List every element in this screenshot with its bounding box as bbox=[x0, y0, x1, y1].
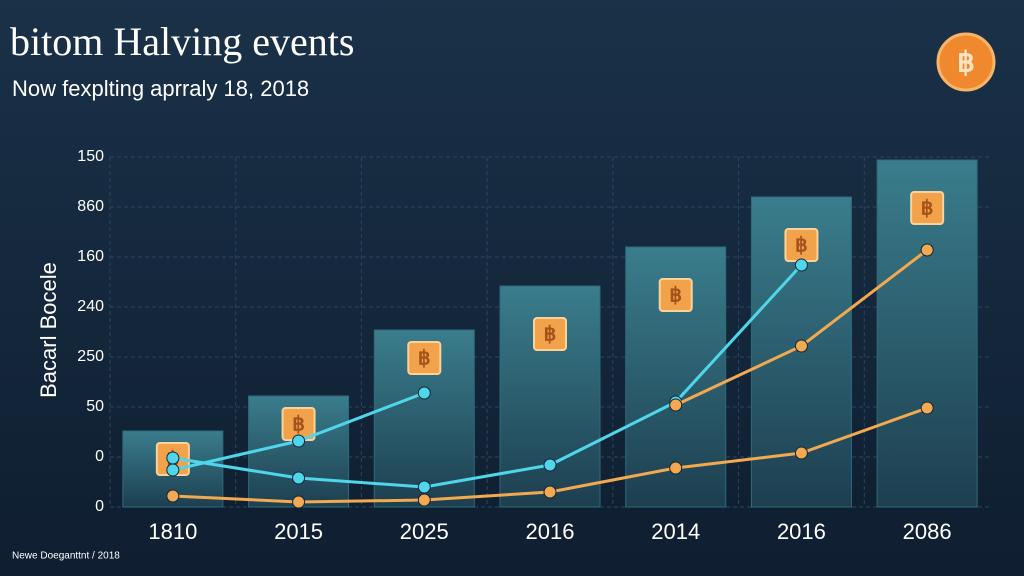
y-tick-label: 860 bbox=[77, 198, 104, 215]
badge bbox=[533, 317, 567, 351]
badge bbox=[658, 278, 693, 312]
line-point bbox=[794, 258, 808, 272]
y-axis-label: Bacarl Bocele bbox=[36, 262, 61, 398]
line bbox=[172, 263, 803, 489]
badge-symbol: ฿ bbox=[669, 284, 682, 306]
y-tick-label: 160 bbox=[77, 248, 104, 265]
x-tick-label: 2016 bbox=[777, 519, 826, 544]
bitcoin-badge: ฿ bbox=[910, 191, 945, 225]
line-point bbox=[794, 446, 808, 460]
x-tick-label: 2014 bbox=[651, 519, 700, 544]
y-tick-label: 150 bbox=[77, 148, 104, 165]
y-tick-label: 50 bbox=[86, 398, 104, 415]
line-point bbox=[417, 386, 431, 400]
bitcoin-badge: ฿ bbox=[281, 407, 316, 441]
bitcoin-badge: ฿ bbox=[407, 341, 442, 375]
x-tick-label: 2086 bbox=[903, 519, 952, 544]
y-tick-label: 0 bbox=[95, 448, 104, 465]
badge-symbol: ฿ bbox=[418, 347, 431, 369]
x-tick-label: 2016 bbox=[526, 519, 575, 544]
x-tick-label: 2025 bbox=[400, 519, 449, 544]
y-tick-label: 240 bbox=[77, 298, 104, 315]
footer: Newe Doeganttnt / 2018 bbox=[12, 551, 120, 562]
chart-title: bitom Halving events bbox=[10, 19, 354, 64]
line-point bbox=[292, 471, 306, 485]
bitcoin-badge: ฿ bbox=[658, 278, 693, 312]
line-point bbox=[166, 451, 180, 465]
line-point bbox=[794, 339, 808, 353]
bitcoin-badge: ฿ bbox=[784, 228, 819, 262]
line-point bbox=[417, 493, 431, 507]
badge-symbol: ฿ bbox=[292, 413, 305, 435]
y-tick-label: 0 bbox=[95, 498, 104, 515]
line-point bbox=[292, 434, 306, 448]
bitcoin-logo: ฿ bbox=[936, 32, 996, 92]
svg-text:฿: ฿ bbox=[957, 46, 975, 77]
line-point bbox=[669, 461, 683, 475]
badge-symbol: ฿ bbox=[544, 323, 557, 345]
badge bbox=[910, 191, 945, 225]
line-point bbox=[920, 401, 934, 415]
badge bbox=[407, 341, 442, 375]
x-tick-label: 1810 bbox=[148, 519, 197, 544]
x-tick-label: 2015 bbox=[274, 519, 323, 544]
line-point bbox=[417, 480, 431, 494]
line-point bbox=[543, 458, 557, 472]
chart-subtitle: Now fexplting aprraly 18, 2018 bbox=[12, 76, 309, 101]
line-point bbox=[543, 485, 557, 499]
line-point bbox=[292, 495, 306, 509]
line-point bbox=[166, 463, 180, 477]
y-tick-label: 250 bbox=[77, 348, 104, 365]
line-point bbox=[166, 489, 180, 503]
bitcoin-badge: ฿ bbox=[533, 317, 567, 351]
line-point bbox=[669, 398, 683, 412]
badge-symbol: ฿ bbox=[921, 197, 934, 219]
line-point bbox=[920, 243, 934, 257]
badge-symbol: ฿ bbox=[795, 234, 808, 256]
